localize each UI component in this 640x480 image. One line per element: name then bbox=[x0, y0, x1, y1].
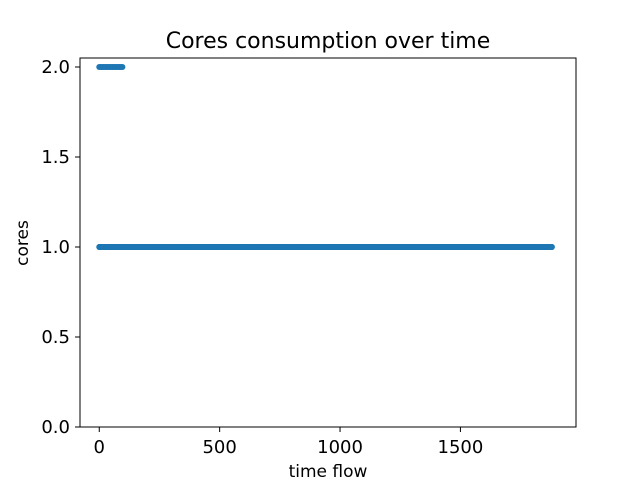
x-tick-label: 1000 bbox=[317, 437, 363, 458]
y-tick-label: 1.0 bbox=[41, 237, 70, 258]
x-axis-ticks: 0 500 1000 1500 bbox=[94, 427, 484, 458]
chart-title: Cores consumption over time bbox=[166, 29, 491, 54]
data-point bbox=[119, 64, 126, 70]
x-tick-label: 500 bbox=[202, 437, 236, 458]
data-points bbox=[96, 64, 555, 250]
y-axis-label: cores bbox=[13, 220, 33, 266]
data-point bbox=[548, 244, 555, 250]
x-axis-label: time flow bbox=[289, 462, 368, 480]
plot-area-frame bbox=[79, 57, 577, 428]
y-tick-label: 2.0 bbox=[41, 57, 70, 78]
y-axis-ticks: 0.0 0.5 1.0 1.5 2.0 bbox=[41, 57, 80, 438]
y-tick-label: 1.5 bbox=[41, 147, 70, 168]
x-tick-label: 0 bbox=[94, 437, 105, 458]
y-tick-label: 0.5 bbox=[41, 327, 70, 348]
y-tick-label: 0.0 bbox=[41, 417, 70, 438]
x-tick-label: 1500 bbox=[438, 437, 484, 458]
